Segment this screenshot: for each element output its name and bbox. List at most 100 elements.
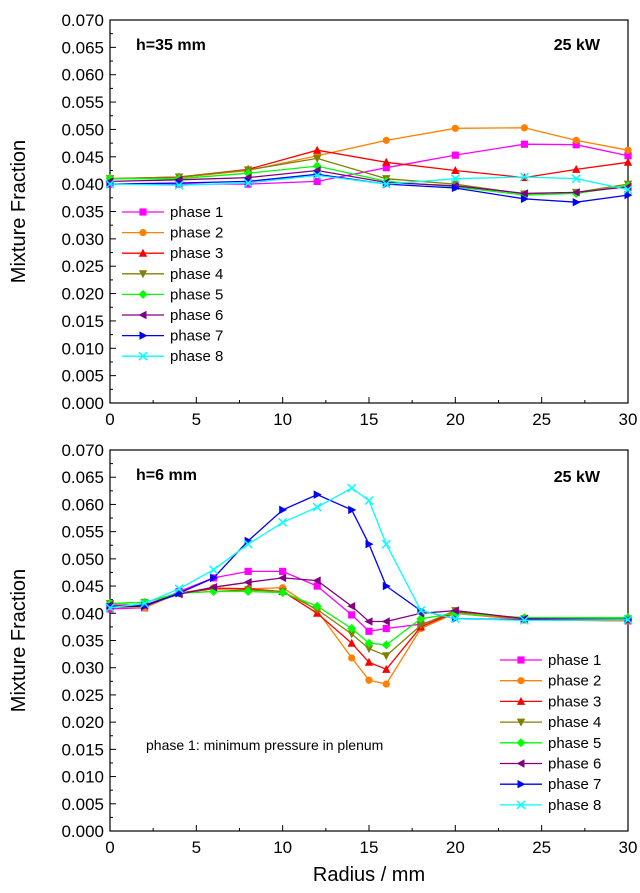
legend-entry: phase 6 (500, 756, 601, 773)
data-point (416, 621, 425, 630)
data-point (519, 615, 529, 625)
legend-marker (138, 351, 148, 361)
series-phase-1 (106, 140, 632, 188)
y-tick-label: 0.020 (61, 285, 104, 304)
data-point (416, 606, 426, 616)
series-line (109, 157, 629, 195)
data-point (381, 539, 391, 549)
data-point (278, 573, 287, 583)
annotation: h=35 mm (136, 37, 206, 54)
x-tick-label: 5 (192, 410, 201, 429)
data-point (519, 189, 528, 198)
data-point (244, 567, 252, 575)
y-tick-label: 0.015 (61, 312, 104, 331)
data-point (624, 152, 632, 160)
data-point (313, 490, 322, 499)
x-tick-label: 5 (192, 838, 201, 857)
data-point (364, 638, 374, 648)
annotation: h=6 mm (136, 467, 197, 484)
x-tick-label: 15 (360, 838, 379, 857)
y-tick-label: 0.065 (61, 38, 104, 57)
data-point (365, 676, 373, 684)
y-tick-label: 0.055 (61, 523, 104, 542)
y-tick-label: 0.020 (61, 713, 104, 732)
y-tick-label: 0.060 (61, 66, 104, 85)
chart-panel-1: 0.000 0.005 0.010 0.015 0.020 0.025 0.030 0.035… (8, 11, 637, 429)
x-tick-label: 0 (105, 838, 114, 857)
data-point (243, 173, 252, 182)
series-line (109, 149, 629, 180)
x-tick-label: 25 (532, 838, 551, 857)
data-point (364, 617, 373, 626)
y-tick-label: 0.050 (61, 120, 104, 139)
data-point (174, 584, 184, 594)
data-point (382, 581, 391, 591)
y-tick-label: 0.050 (61, 550, 104, 569)
x-tick-label: 30 (619, 410, 638, 429)
legend-entry: phase 6 (122, 307, 223, 324)
data-point (382, 157, 391, 166)
data-point (105, 179, 115, 189)
data-point (243, 539, 253, 549)
data-point (451, 151, 459, 159)
y-tick-label: 0.060 (61, 495, 104, 514)
data-point (278, 588, 288, 598)
data-point (572, 136, 580, 144)
x-tick-label: 20 (446, 838, 465, 857)
data-point (451, 183, 460, 193)
data-point (571, 188, 580, 197)
data-point (520, 124, 529, 132)
data-point (210, 573, 219, 583)
data-point (365, 627, 373, 635)
y-tick-label: 0.010 (61, 339, 104, 358)
data-point (209, 565, 219, 575)
data-point (244, 180, 252, 188)
data-point (313, 177, 321, 186)
legend-entry: phase 8 (500, 797, 601, 814)
data-point (382, 136, 390, 144)
annotation: 25 kW (554, 37, 601, 54)
legend-marker (517, 677, 525, 685)
series-line (110, 165, 629, 196)
y-tick-label: 0.015 (61, 740, 104, 759)
data-point (313, 154, 322, 163)
y-tick-label: 0.030 (61, 230, 104, 249)
x-tick-label: 0 (105, 410, 114, 429)
legend-marker (138, 248, 148, 257)
data-point (348, 505, 357, 515)
data-point (451, 165, 460, 174)
y-tick-label: 0.005 (61, 367, 104, 386)
legend-marker (516, 759, 525, 768)
data-point (312, 170, 322, 180)
x-tick-label: 10 (273, 838, 292, 857)
data-point (624, 146, 632, 154)
legend-label: phase 5 (548, 735, 601, 752)
y-tick-label: 0.070 (61, 441, 104, 460)
data-point (347, 483, 357, 493)
data-point (382, 652, 391, 661)
data-point (364, 657, 374, 666)
y-axis-title: Mixture Fraction (8, 569, 30, 712)
y-tick-label: 0.070 (61, 11, 104, 30)
data-point (347, 638, 356, 647)
legend-marker (138, 270, 148, 279)
legend-entry: phase 3 (122, 245, 223, 262)
legend-label: phase 7 (548, 776, 601, 793)
data-point (243, 178, 253, 188)
data-point (382, 624, 390, 633)
legend-label: phase 8 (170, 348, 223, 365)
series-line (109, 590, 628, 646)
series-phase-1 (106, 567, 632, 635)
data-point (174, 180, 184, 190)
legend-entry: phase 2 (122, 225, 223, 242)
annotation: 25 kW (554, 469, 601, 486)
y-tick-label: 0.005 (61, 795, 104, 814)
data-point (347, 624, 357, 634)
data-point (279, 505, 288, 515)
data-point (313, 145, 322, 154)
x-tick-label: 15 (360, 410, 379, 429)
y-tick-label: 0.035 (61, 203, 104, 222)
legend-entry: phase 1 (500, 652, 601, 669)
series-phase-5 (105, 587, 633, 650)
data-point (279, 567, 287, 575)
